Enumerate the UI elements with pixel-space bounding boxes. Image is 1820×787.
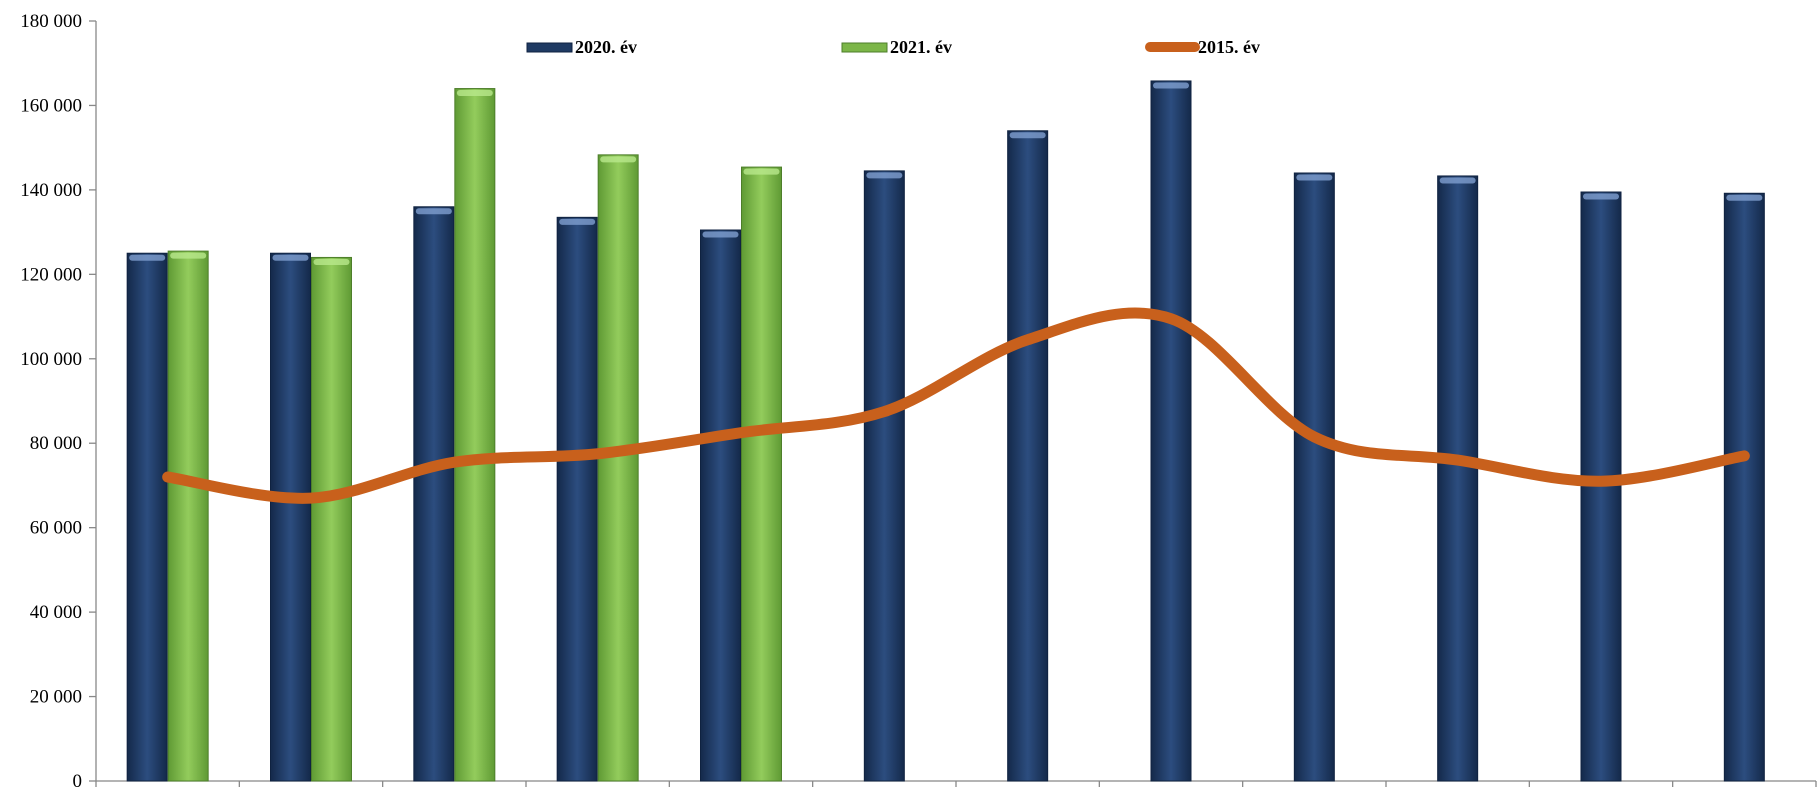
bar-2020. év — [863, 170, 905, 782]
bars-layer — [126, 80, 1765, 782]
legend-label: 2020. év — [575, 37, 637, 57]
bar-2021. év — [311, 256, 352, 782]
bar-2020. év — [126, 252, 168, 782]
bar-2020. év — [1723, 192, 1765, 782]
legend-label: 2021. év — [890, 37, 952, 57]
bar-2020. év — [1150, 80, 1192, 782]
legend-item: 2021. év — [841, 37, 952, 57]
y-tick-label: 60 000 — [30, 518, 82, 539]
bar-2020. év — [413, 206, 455, 782]
legend-swatch — [526, 42, 573, 53]
y-tick-label: 100 000 — [20, 349, 82, 370]
line-layer — [162, 307, 1750, 504]
legend-label: 2015. év — [1198, 37, 1260, 57]
bar-2020. év — [700, 229, 741, 782]
bar-2021. év — [454, 88, 496, 782]
y-axis: 0 20 000 40 000 60 000 80 000 100 000 120 000 1… — [20, 11, 97, 787]
legend-item: 2015. év — [1145, 37, 1260, 57]
bar-2020. év — [556, 216, 598, 782]
bar-2020. év — [1437, 175, 1479, 782]
bar-2020. év — [1007, 130, 1049, 782]
legend: 2020. év 2021. év 2015. év — [526, 37, 1260, 57]
y-tick-label: 80 000 — [30, 433, 82, 454]
legend-item: 2020. év — [526, 37, 637, 57]
bar-2020. év — [270, 252, 311, 782]
y-tick-label: 120 000 — [20, 264, 82, 285]
bar-2021. év — [741, 166, 782, 782]
bar-2020. év — [1293, 172, 1335, 782]
y-tick-label: 180 000 — [20, 11, 82, 32]
x-axis — [95, 780, 1817, 787]
y-tick-label: 40 000 — [30, 602, 82, 623]
y-tick-label: 160 000 — [20, 95, 82, 116]
y-tick-label: 20 000 — [30, 687, 82, 708]
legend-swatch — [841, 42, 888, 53]
y-tick-label: 140 000 — [20, 180, 82, 201]
y-tick-label: 0 — [73, 771, 83, 787]
line-series-2015. év — [162, 307, 1750, 504]
bar-2021. év — [597, 154, 639, 782]
bar-2021. év — [167, 250, 209, 782]
